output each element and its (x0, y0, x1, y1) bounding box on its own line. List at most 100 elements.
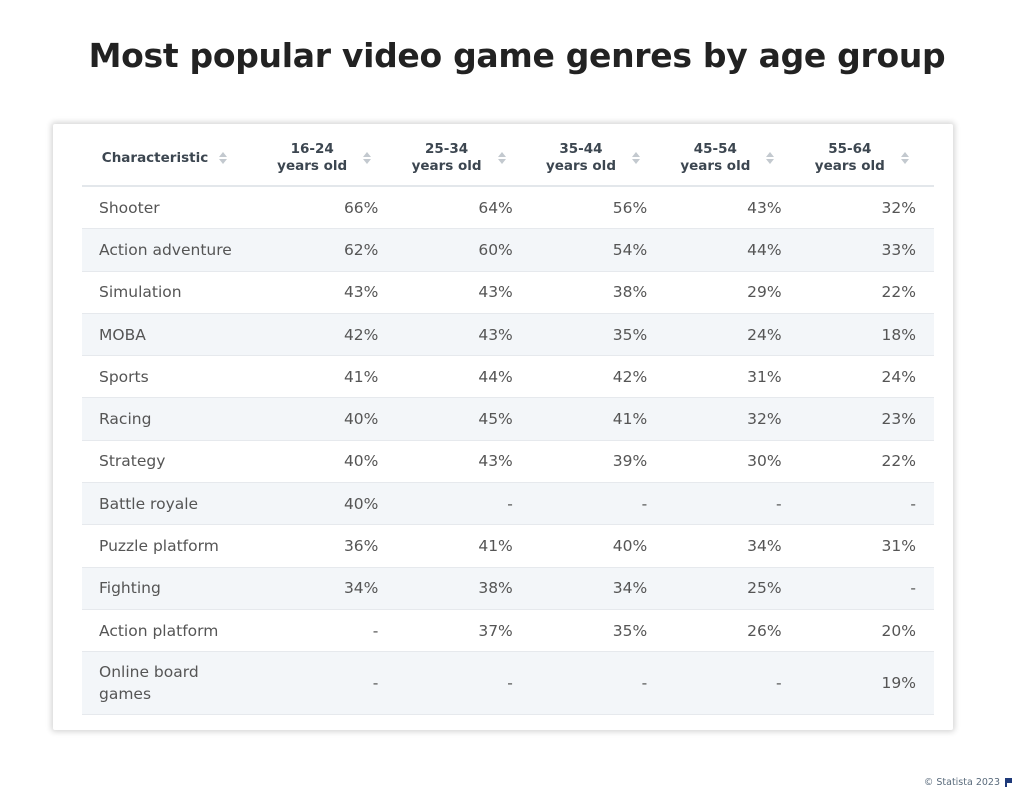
table-cell: - (799, 567, 934, 610)
column-header-age-5[interactable]: 55-64 years old (799, 131, 934, 187)
row-label: Action adventure (82, 228, 262, 272)
table-cell: 38% (530, 271, 666, 314)
row-label: Strategy (82, 440, 262, 484)
table-cell: - (530, 482, 666, 526)
table-cell: 22% (799, 271, 934, 314)
row-label: Online board games (82, 651, 262, 716)
column-header-inner: 35-44 years old (541, 141, 641, 175)
row-label: MOBA (82, 313, 262, 357)
table-cell: 41% (262, 355, 397, 399)
table-cell: - (396, 482, 531, 526)
table-cell: 40% (530, 524, 666, 568)
table-row: Battle royale 40% - - - - (82, 482, 934, 526)
flag-icon[interactable] (1005, 778, 1012, 787)
sort-icon[interactable] (497, 150, 507, 166)
table-cell: 36% (262, 524, 397, 568)
table-cell: 43% (665, 186, 800, 230)
row-label: Shooter (82, 186, 262, 230)
table-cell: 33% (799, 228, 934, 272)
column-header-label: 35-44 years old (545, 141, 616, 174)
table-cell: 44% (396, 355, 531, 399)
sort-icon[interactable] (362, 150, 372, 166)
table-row: Puzzle platform 36% 41% 40% 34% 31% (82, 524, 934, 568)
table-row: Action adventure 62% 60% 54% 44% 33% (82, 228, 934, 272)
table-row: Online board games - - - -19% (82, 651, 934, 716)
table-cell: 42% (530, 355, 666, 399)
table-row: Simulation 43% 43% 38% 29% 22% (82, 271, 934, 314)
table-cell: 41% (530, 397, 666, 441)
sort-icon[interactable] (218, 150, 228, 166)
table-row: Racing 40% 45% 41% 32% 23% (82, 397, 934, 441)
table-cell: 31% (665, 355, 800, 399)
table-cell: - (665, 482, 800, 526)
table-cell: - (665, 651, 800, 716)
table-cell: 38% (396, 567, 531, 610)
table-cell: - (396, 651, 531, 716)
table-row: Shooter 66% 64% 56% 43% 32% (82, 186, 934, 230)
table-cell: 40% (262, 440, 397, 484)
table-cell: - (799, 482, 934, 526)
column-header-age-1[interactable]: 16-24 years old (262, 131, 397, 187)
table-cell: 35% (530, 609, 666, 653)
copyright-footer[interactable]: © Statista 2023 (924, 777, 1012, 788)
column-header-inner: 16-24 years old (272, 141, 372, 175)
table-row: MOBA 42% 43% 35% 24% 18% (82, 313, 934, 357)
row-label: Fighting (82, 567, 262, 610)
table-cell: - (262, 609, 397, 653)
column-header-inner: Characteristic (102, 150, 228, 167)
row-label: Racing (82, 397, 262, 441)
sort-icon[interactable] (900, 150, 910, 166)
table-cell: 43% (262, 271, 397, 314)
column-header-age-2[interactable]: 25-34 years old (396, 131, 531, 187)
table-card: Characteristic 16-24 years old 25-34 years… (53, 124, 953, 730)
table-cell: 41% (396, 524, 531, 568)
table-cell: 18% (799, 313, 934, 357)
table-cell: - (530, 651, 666, 716)
table-cell: 26% (665, 609, 800, 653)
table-cell: 40% (262, 482, 397, 526)
table-row: Sports 41% 44% 42% 31% 24% (82, 355, 934, 399)
table-cell: 29% (665, 271, 800, 314)
table-cell: 24% (799, 355, 934, 399)
table-cell: 60% (396, 228, 531, 272)
table-cell: 34% (262, 567, 397, 610)
table-cell: 30% (665, 440, 800, 484)
table-cell: - (262, 651, 397, 716)
row-label: Puzzle platform (82, 524, 262, 568)
data-table: Characteristic 16-24 years old 25-34 years… (82, 131, 934, 716)
table-cell: 64% (396, 186, 531, 230)
table-cell: 25% (665, 567, 800, 610)
table-cell: 43% (396, 313, 531, 357)
sort-icon[interactable] (765, 150, 775, 166)
column-header-age-4[interactable]: 45-54 years old (665, 131, 800, 187)
table-cell: 20% (799, 609, 934, 653)
table-cell: 22% (799, 440, 934, 484)
column-header-label: Characteristic (101, 149, 209, 166)
column-header-label: 45-54 years old (680, 141, 751, 174)
table-cell: 40% (262, 397, 397, 441)
column-header-age-3[interactable]: 35-44 years old (530, 131, 666, 187)
sort-icon[interactable] (631, 150, 641, 166)
table-cell: 45% (396, 397, 531, 441)
row-label: Sports (82, 355, 262, 399)
table-cell: 32% (665, 397, 800, 441)
row-label: Battle royale (82, 482, 262, 526)
table-cell: 34% (665, 524, 800, 568)
column-header-inner: 25-34 years old (407, 141, 507, 175)
column-header-characteristic[interactable]: Characteristic (82, 131, 262, 187)
table-cell: 24% (665, 313, 800, 357)
column-header-inner: 55-64 years old (810, 141, 910, 175)
copyright-text: © Statista 2023 (923, 777, 1000, 788)
page-title: Most popular video game genres by age gr… (88, 36, 946, 75)
table-cell: 54% (530, 228, 666, 272)
table-cell: 56% (530, 186, 666, 230)
row-label: Action platform (82, 609, 262, 653)
table-cell: 43% (396, 440, 531, 484)
table-cell: 37% (396, 609, 531, 653)
row-label: Simulation (82, 271, 262, 314)
table-header-row: Characteristic 16-24 years old 25-34 years… (82, 131, 934, 187)
column-header-inner: 45-54 years old (675, 141, 775, 175)
table-cell: 62% (262, 228, 397, 272)
table-body: Shooter 66% 64% 56% 43% 32% Action adventure 62… (82, 186, 934, 716)
table-cell: 43% (396, 271, 531, 314)
